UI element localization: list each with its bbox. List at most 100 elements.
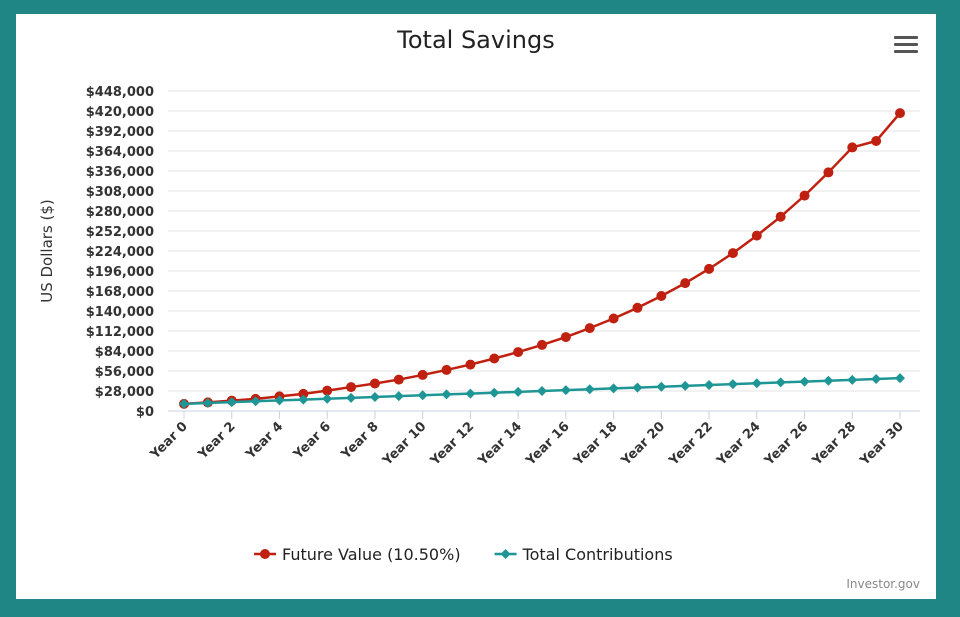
data-point bbox=[298, 388, 309, 399]
y-tick-label: $112,000 bbox=[86, 325, 154, 340]
y-tick-label: $308,000 bbox=[86, 185, 154, 200]
data-point bbox=[895, 373, 905, 384]
y-tick-label: $140,000 bbox=[86, 305, 154, 320]
data-point bbox=[823, 167, 834, 178]
data-point bbox=[369, 392, 380, 402]
data-point bbox=[489, 353, 500, 364]
x-tick-label: Year 20 bbox=[618, 419, 668, 469]
y-axis-title: US Dollars ($) bbox=[38, 199, 56, 303]
x-tick-label: Year 10 bbox=[379, 419, 429, 469]
data-point bbox=[608, 383, 619, 394]
data-point bbox=[871, 136, 882, 146]
data-point bbox=[250, 396, 261, 407]
data-point bbox=[393, 374, 404, 385]
data-point bbox=[465, 388, 476, 399]
data-point bbox=[513, 386, 524, 397]
data-point bbox=[322, 393, 333, 404]
data-point bbox=[775, 211, 786, 222]
y-tick-label: $420,000 bbox=[86, 105, 154, 120]
legend-marker bbox=[260, 549, 270, 559]
data-point bbox=[537, 386, 547, 396]
data-point bbox=[656, 381, 667, 392]
data-point bbox=[346, 392, 357, 403]
data-point bbox=[608, 313, 619, 324]
data-point bbox=[322, 385, 333, 396]
x-tick-label: Year 8 bbox=[338, 419, 382, 463]
data-point bbox=[274, 395, 285, 406]
data-point bbox=[871, 374, 882, 384]
y-tick-label: $168,000 bbox=[86, 285, 154, 300]
y-tick-label: $336,000 bbox=[86, 165, 154, 180]
data-point bbox=[799, 376, 810, 387]
data-point bbox=[847, 142, 858, 153]
data-point bbox=[226, 397, 237, 408]
data-point bbox=[179, 398, 189, 409]
data-point bbox=[680, 278, 691, 289]
data-point bbox=[584, 384, 595, 395]
chart-panel: Total Savings $0 $28,000 $56,000 $84,000 $11… bbox=[16, 14, 936, 599]
data-point bbox=[680, 380, 691, 391]
data-point bbox=[441, 364, 452, 375]
x-tick-label: Year 28 bbox=[809, 419, 859, 469]
x-tick-label: Year 24 bbox=[714, 419, 764, 469]
y-tick-label: $28,000 bbox=[95, 385, 154, 400]
y-tick-label: $364,000 bbox=[86, 145, 154, 160]
y-tick-label: $392,000 bbox=[86, 125, 154, 140]
x-tick-label: Year 14 bbox=[475, 419, 525, 469]
x-tick-label: Year 26 bbox=[761, 419, 811, 469]
data-point bbox=[393, 391, 404, 402]
y-tick-label: $84,000 bbox=[95, 345, 154, 360]
data-point bbox=[441, 389, 452, 400]
menu-icon-bar bbox=[894, 36, 918, 39]
data-point bbox=[727, 248, 738, 259]
x-tick-label: Year 2 bbox=[195, 419, 239, 463]
data-point bbox=[537, 339, 547, 350]
data-point bbox=[369, 378, 380, 389]
savings-line-chart: $0 $28,000 $56,000 $84,000 $112,000 $140,000 $… bbox=[38, 85, 920, 564]
data-point bbox=[489, 387, 500, 398]
series-line bbox=[183, 112, 901, 406]
data-point bbox=[560, 332, 571, 343]
data-point bbox=[202, 398, 213, 408]
data-point bbox=[632, 302, 643, 313]
data-point bbox=[656, 291, 667, 301]
legend-label[interactable]: Total Contributions bbox=[522, 545, 673, 564]
data-point bbox=[560, 385, 571, 396]
data-point bbox=[727, 379, 738, 390]
data-point bbox=[751, 230, 762, 241]
data-point bbox=[895, 108, 905, 119]
x-tick-label: Year 18 bbox=[570, 419, 620, 469]
data-point bbox=[298, 394, 309, 405]
y-tick-label: $0 bbox=[136, 405, 154, 420]
data-point bbox=[346, 382, 357, 393]
legend-label[interactable]: Future Value (10.50%) bbox=[282, 545, 461, 564]
menu-icon-bar bbox=[894, 50, 918, 53]
data-point bbox=[704, 263, 715, 274]
x-tick-label: Year 30 bbox=[857, 419, 907, 469]
chart-title: Total Savings bbox=[397, 26, 555, 54]
data-point bbox=[823, 375, 834, 386]
data-point bbox=[584, 323, 595, 334]
x-tick-label: Year 22 bbox=[666, 419, 716, 469]
y-tick-label: $448,000 bbox=[86, 85, 154, 100]
credit-text[interactable]: Investor.gov bbox=[846, 577, 920, 591]
data-point bbox=[465, 359, 476, 370]
x-tick-label: Year 0 bbox=[147, 419, 191, 463]
data-point bbox=[417, 369, 428, 380]
x-tick-label: Year 6 bbox=[290, 419, 334, 463]
y-tick-label: $224,000 bbox=[86, 245, 154, 260]
legend-marker bbox=[500, 549, 511, 559]
x-tick-label: Year 4 bbox=[243, 419, 287, 463]
data-point bbox=[775, 377, 786, 388]
menu-icon[interactable] bbox=[894, 36, 918, 56]
y-tick-label: $56,000 bbox=[95, 365, 154, 380]
data-point bbox=[417, 390, 428, 401]
y-tick-label: $196,000 bbox=[86, 265, 154, 280]
data-point bbox=[847, 374, 858, 385]
data-point bbox=[799, 190, 810, 201]
x-tick-label: Year 12 bbox=[427, 419, 477, 469]
data-point bbox=[751, 378, 762, 389]
menu-icon-bar bbox=[894, 43, 918, 46]
x-tick-label: Year 16 bbox=[523, 419, 573, 469]
y-tick-label: $280,000 bbox=[86, 205, 154, 220]
